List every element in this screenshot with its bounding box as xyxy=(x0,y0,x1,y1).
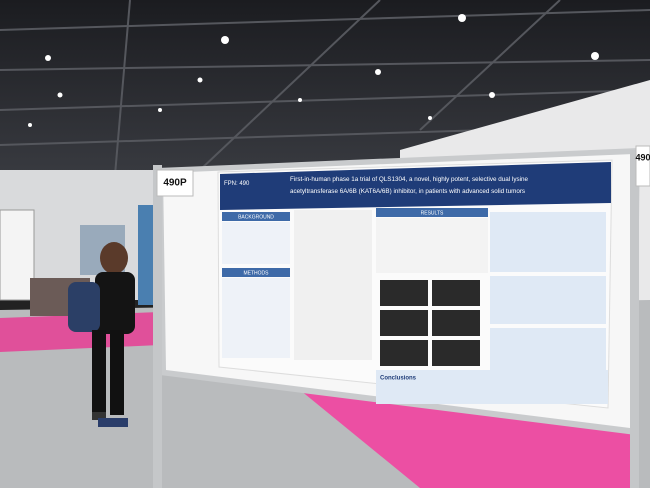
conclusions-block xyxy=(376,370,608,404)
section-title: BACKGROUND xyxy=(238,214,274,220)
ceiling-trusses xyxy=(0,0,650,176)
ct-scans xyxy=(380,280,480,366)
board-post xyxy=(153,165,162,488)
text-block xyxy=(222,278,290,358)
distant-board xyxy=(0,209,35,301)
side-board-tag xyxy=(635,145,650,187)
section-title: METHODS xyxy=(244,270,270,276)
poster-title: acetyltransferase 6A/6B (KAT6A/6B) inhib… xyxy=(290,188,525,195)
table-block xyxy=(294,210,372,360)
board-number-tag xyxy=(156,169,194,197)
ceiling-lights xyxy=(28,14,599,127)
figure-block xyxy=(490,212,606,272)
section-bar xyxy=(222,268,290,277)
poster-fpn: FPN: 490 xyxy=(224,181,250,187)
poster-header xyxy=(220,162,611,210)
section-title: Conclusions xyxy=(380,376,417,382)
text-block xyxy=(222,222,290,264)
board-post xyxy=(630,150,639,488)
section-bar xyxy=(376,208,488,217)
section-title: RESULTS xyxy=(421,210,444,216)
person xyxy=(68,242,135,427)
figure-block xyxy=(490,276,606,324)
section-bar xyxy=(222,212,290,221)
poster-title: First-in-human phase 1a trial of QLS1304… xyxy=(290,176,529,183)
side-board-number: 490 xyxy=(635,152,650,162)
figure-block xyxy=(490,328,606,373)
table-block xyxy=(376,218,488,273)
board-number: 490P xyxy=(163,178,187,189)
